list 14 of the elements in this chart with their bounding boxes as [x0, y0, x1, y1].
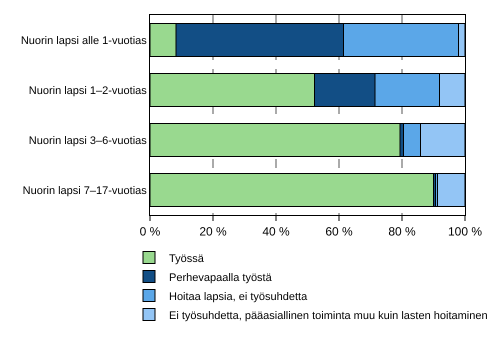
- legend-label: Ei työsuhdetta, pääasiallinen toiminta muu kuin lasten hoitaminen: [169, 310, 488, 322]
- x-tick-label: 80 %: [388, 224, 416, 238]
- x-tick-label: 60 %: [325, 224, 353, 238]
- x-tick-label: 20 %: [199, 224, 227, 238]
- x-tick-label: 0 %: [140, 224, 161, 238]
- y-tick-label: Nuorin lapsi alle 1-vuotias: [20, 34, 148, 47]
- legend-label: Työssä: [169, 252, 205, 265]
- y-tick-label: Nuorin lapsi 7–17-vuotias: [22, 184, 148, 197]
- y-tick-label: Nuorin lapsi 3–6-vuotias: [28, 134, 148, 147]
- legend-label: Perhevapaalla työstä: [169, 272, 273, 284]
- legend-label: Hoitaa lapsia, ei työsuhdetta: [169, 290, 308, 303]
- y-tick-label: Nuorin lapsi 1–2-vuotias: [28, 84, 148, 97]
- x-tick-label: 100 %: [448, 224, 482, 238]
- x-tick-label: 40 %: [262, 224, 290, 238]
